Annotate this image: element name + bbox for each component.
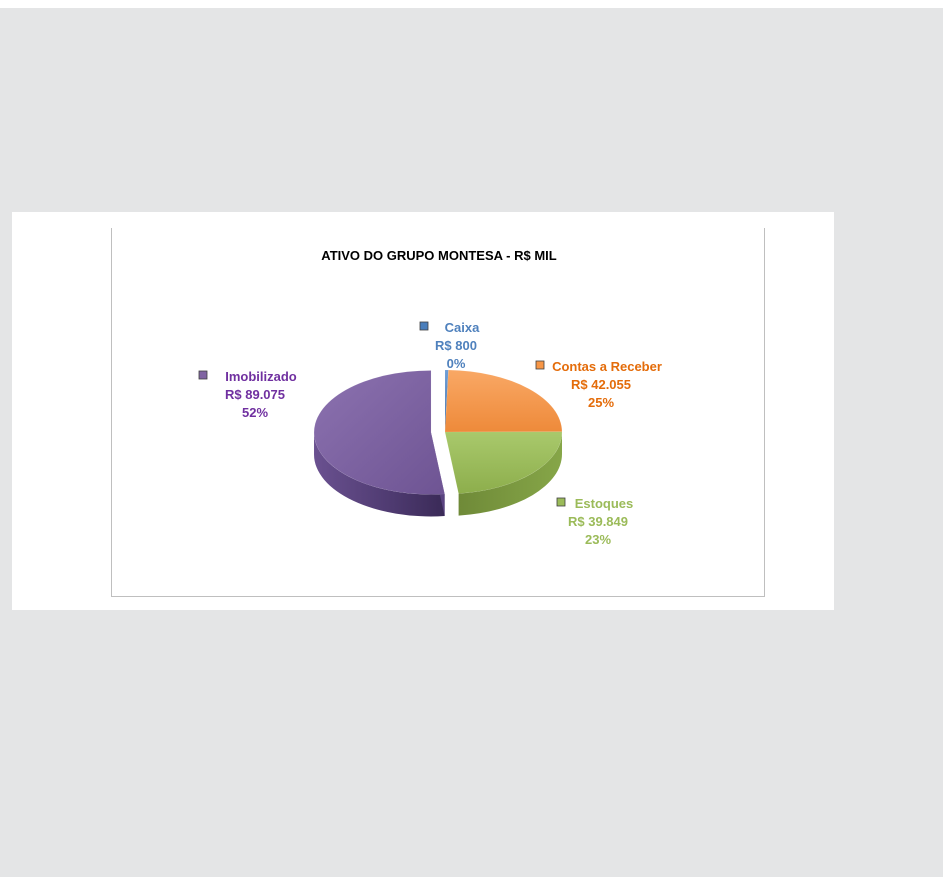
data-label-value-imobilizado: R$ 89.075 [225,387,285,402]
pie-slice-top-estoques [444,431,563,494]
pie-slice-top-caixa [444,369,449,433]
data-label-percent-estoques: 23% [585,532,611,547]
data-labels: Caixa R$ 800 0% Contas a Receber R$ 42.055 25… [198,320,662,547]
chart-area[interactable]: ATIVO DO GRUPO MONTESA - R$ MIL Caixa R$ … [111,228,765,597]
data-label-category-caixa: Caixa [445,320,480,335]
chart-title: ATIVO DO GRUPO MONTESA - R$ MIL [321,248,557,263]
data-label-estoques: Estoques R$ 39.849 23% [556,496,634,547]
data-label-percent-caixa: 0% [447,356,466,371]
data-label-value-contas-a-receber: R$ 42.055 [571,377,631,392]
pie-slice-top-imobilizado [313,370,445,495]
data-label-category-contas-a-receber: Contas a Receber [552,359,662,374]
pie-slice-caixa[interactable] [444,369,449,433]
pie-slice-side-imobilizado [314,432,445,517]
legend-key-estoques [556,497,566,507]
top-strip [0,0,943,8]
pie-slice-side-estoques [458,432,562,516]
data-label-category-estoques: Estoques [575,496,634,511]
data-label-contas-a-receber: Contas a Receber R$ 42.055 25% [535,359,662,410]
data-label-percent-imobilizado: 52% [242,405,268,420]
data-label-percent-contas-a-receber: 25% [588,395,614,410]
pie-slices [313,369,563,517]
data-label-category-imobilizado: Imobilizado [225,369,297,384]
legend-key-imobilizado [198,370,208,380]
legend-key-contas-a-receber [535,360,545,370]
data-label-imobilizado: Imobilizado R$ 89.075 52% [198,369,297,420]
pie-slice-top-contas-a-receber [444,369,563,433]
pie-chart: ATIVO DO GRUPO MONTESA - R$ MIL Caixa R$ … [198,248,662,547]
pie-slice-contas-a-receber[interactable] [444,369,563,433]
data-label-value-caixa: R$ 800 [435,338,477,353]
data-label-caixa: Caixa R$ 800 0% [419,320,480,371]
legend-key-caixa [419,321,429,331]
pie-slice-estoques[interactable] [444,431,563,516]
data-label-value-estoques: R$ 39.849 [568,514,628,529]
pie-slice-imobilizado[interactable] [313,370,445,517]
